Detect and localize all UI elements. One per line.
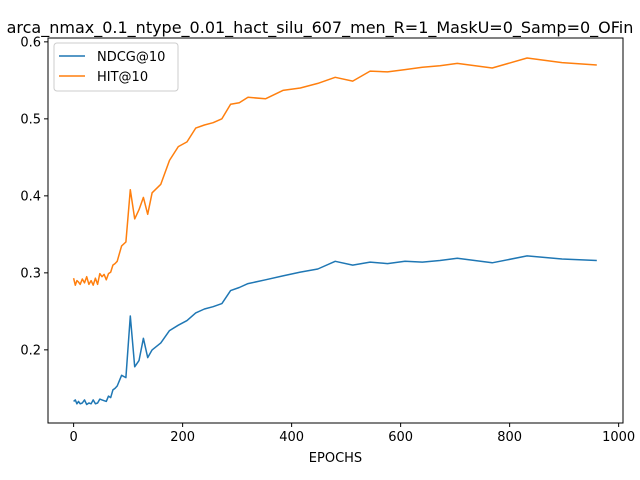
plot-frame bbox=[47, 37, 624, 424]
series-line-ndcg bbox=[73, 255, 597, 406]
legend: NDCG@10 HIT@10 bbox=[53, 42, 179, 92]
series-lines bbox=[72, 57, 597, 406]
y-tick-label: 0.3 bbox=[20, 266, 41, 281]
x-tick-label: 400 bbox=[279, 430, 304, 445]
plot-area: 0 200 400 600 800 1000 0.2 0.3 0.4 0.5 0.6 bbox=[20, 35, 635, 445]
legend-box bbox=[53, 42, 179, 92]
y-tick-label: 0.2 bbox=[20, 343, 41, 358]
y-tick-label: 0.4 bbox=[20, 189, 41, 204]
x-axis-label: EPOCHS bbox=[309, 451, 362, 466]
legend-label-hit: HIT@10 bbox=[97, 70, 148, 85]
legend-label-ndcg: NDCG@10 bbox=[97, 50, 165, 65]
x-tick-label: 1000 bbox=[602, 430, 635, 445]
y-tick-label: 0.5 bbox=[20, 112, 41, 127]
series-line-hit bbox=[72, 57, 597, 286]
x-axis: 0 200 400 600 800 1000 bbox=[69, 423, 635, 445]
x-tick-label: 0 bbox=[69, 430, 77, 445]
x-tick-label: 600 bbox=[388, 430, 413, 445]
chart-title: arca_nmax_0.1_ntype_0.01_hact_silu_607_m… bbox=[7, 18, 634, 38]
y-axis: 0.2 0.3 0.4 0.5 0.6 bbox=[20, 35, 48, 358]
x-tick-label: 200 bbox=[170, 430, 195, 445]
y-tick-label: 0.6 bbox=[20, 35, 41, 50]
x-tick-label: 800 bbox=[497, 430, 522, 445]
